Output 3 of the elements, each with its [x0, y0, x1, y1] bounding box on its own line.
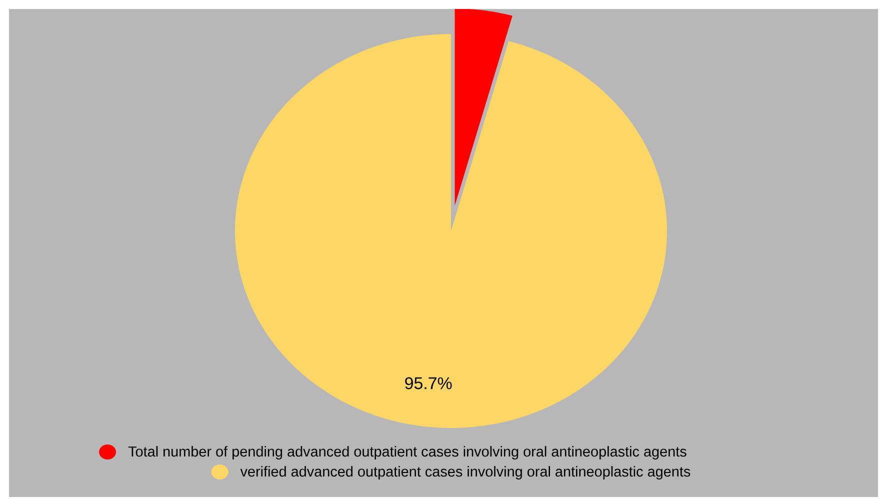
- legend-label: Total number of pending advanced outpatient cases involving oral antineoplastic agents: [128, 446, 686, 460]
- legend-label: verified advanced outpatient cases involving oral antineoplastic agents: [240, 466, 690, 480]
- data-label: 95.7%: [405, 377, 452, 390]
